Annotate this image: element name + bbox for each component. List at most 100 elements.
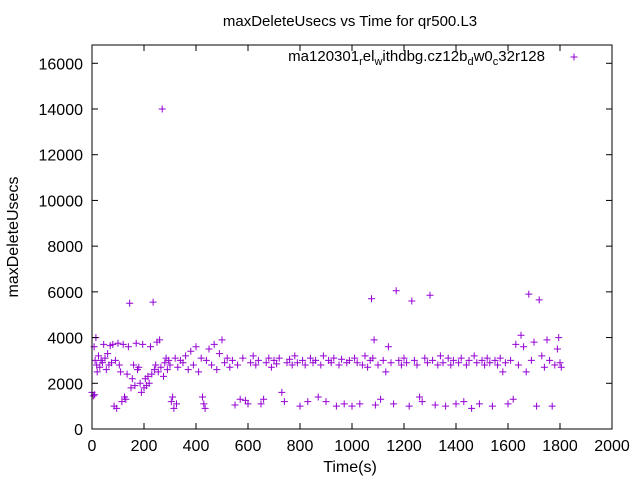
data-point xyxy=(496,354,504,362)
legend-label-part: d xyxy=(467,56,473,68)
data-point xyxy=(139,340,147,348)
legend-label-part: c xyxy=(493,56,499,68)
data-point xyxy=(115,361,123,369)
data-point xyxy=(486,359,494,367)
data-point xyxy=(410,356,418,364)
data-point xyxy=(148,370,156,378)
data-point xyxy=(215,350,223,358)
legend-label-part: r xyxy=(359,56,363,68)
y-tick-label: 6000 xyxy=(47,285,83,302)
data-point xyxy=(267,363,275,371)
data-point xyxy=(460,398,468,406)
data-point xyxy=(423,359,431,367)
data-point xyxy=(522,368,530,376)
data-point xyxy=(136,379,144,387)
data-point xyxy=(126,299,134,307)
data-point xyxy=(368,295,375,303)
data-point xyxy=(397,361,405,369)
data-point xyxy=(434,361,442,369)
data-point xyxy=(358,361,366,369)
data-point xyxy=(504,400,512,408)
data-point xyxy=(166,361,174,369)
data-point xyxy=(174,363,182,371)
data-point xyxy=(210,340,218,348)
data-point xyxy=(319,352,327,360)
data-point xyxy=(348,402,356,410)
data-point xyxy=(247,359,255,367)
data-point xyxy=(231,401,239,409)
data-point xyxy=(382,368,390,376)
data-point xyxy=(374,361,382,369)
legend-label-part: ithdbg.cz12b xyxy=(382,48,467,65)
y-tick-label: 0 xyxy=(74,422,83,439)
data-point xyxy=(491,356,499,364)
data-point xyxy=(322,398,330,406)
data-point xyxy=(100,340,108,348)
data-point xyxy=(161,359,169,367)
x-tick-label: 1000 xyxy=(334,438,370,455)
data-point xyxy=(118,398,126,406)
legend-label-part: ma120301 xyxy=(288,48,359,65)
data-point xyxy=(488,402,496,410)
data-point xyxy=(234,361,242,369)
data-point xyxy=(468,404,476,412)
data-point xyxy=(124,343,132,351)
data-point xyxy=(228,356,236,364)
data-point xyxy=(530,338,538,346)
data-point xyxy=(507,356,515,364)
data-point xyxy=(452,400,460,408)
data-point xyxy=(330,354,338,362)
data-point xyxy=(223,354,231,362)
data-point xyxy=(413,361,421,369)
legend-label: ma120301relwithdbg.cz12bdw0c32r128 xyxy=(288,48,545,68)
data-point xyxy=(384,343,392,351)
data-point xyxy=(546,356,554,364)
data-point xyxy=(165,356,173,364)
data-point xyxy=(403,359,411,367)
data-point xyxy=(418,398,426,406)
legend: ma120301relwithdbg.cz12bdw0c32r128 xyxy=(288,48,578,68)
data-point xyxy=(208,361,216,369)
legend-marker xyxy=(570,53,578,61)
data-point xyxy=(156,336,164,344)
data-point xyxy=(535,296,543,304)
data-point xyxy=(157,363,165,371)
data-point xyxy=(296,402,304,410)
data-point xyxy=(390,400,398,408)
data-point xyxy=(317,361,325,369)
data-point xyxy=(551,361,559,369)
data-point xyxy=(195,368,203,376)
data-point xyxy=(340,400,348,408)
data-point xyxy=(252,361,260,369)
y-tick-label: 12000 xyxy=(39,148,84,165)
legend-label-part: 32r128 xyxy=(498,48,545,65)
data-point xyxy=(555,334,563,342)
data-point xyxy=(280,398,288,406)
data-point xyxy=(377,395,385,403)
data-point xyxy=(395,356,403,364)
data-point xyxy=(221,359,229,367)
data-point xyxy=(109,340,117,348)
data-point xyxy=(154,368,162,376)
data-point xyxy=(144,372,152,380)
data-point xyxy=(236,395,244,403)
data-point xyxy=(244,400,252,408)
data-point xyxy=(239,354,247,362)
data-point xyxy=(257,400,265,408)
data-point xyxy=(249,352,257,360)
data-point xyxy=(553,345,561,353)
data-point xyxy=(431,401,439,409)
data-point xyxy=(345,356,353,364)
data-point xyxy=(442,402,450,410)
data-point xyxy=(226,363,234,371)
data-point xyxy=(171,354,179,362)
data-point xyxy=(95,352,102,360)
data-point xyxy=(512,340,520,348)
legend-label-part: w xyxy=(373,56,382,68)
data-point xyxy=(160,372,167,380)
data-point xyxy=(556,359,564,367)
data-point xyxy=(119,340,127,348)
data-point xyxy=(470,352,478,360)
data-point xyxy=(353,359,361,367)
data-point xyxy=(102,366,110,374)
